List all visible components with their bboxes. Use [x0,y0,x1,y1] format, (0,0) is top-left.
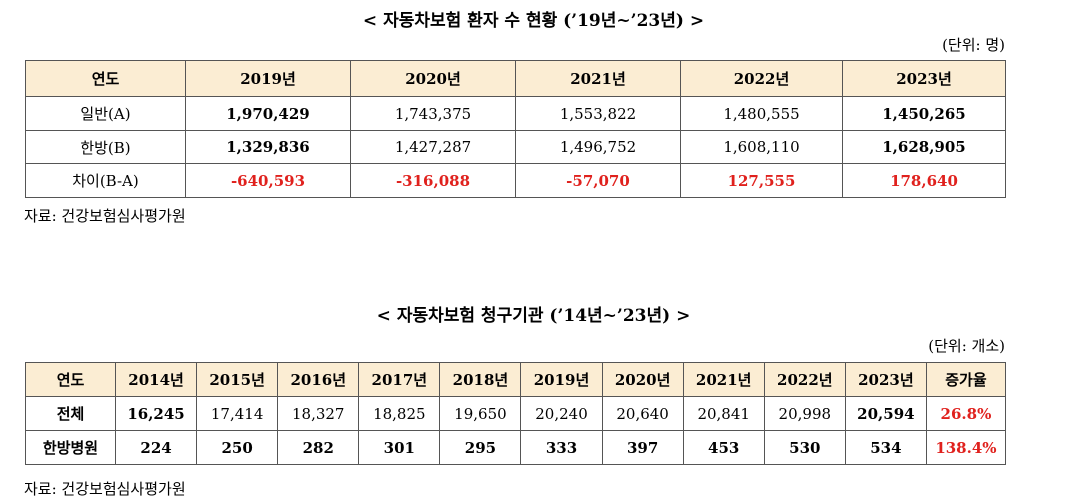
table-cell: 1,743,375 [350,96,516,131]
header-cell: 연도 [25,362,116,397]
table-cell: 224 [114,430,198,465]
table-title: < 자동차보험 환자 수 현황 (’19년~’23년) > [362,11,705,31]
table-cell: 282 [277,430,360,465]
table-cell: 127,555 [680,163,843,198]
table-row: 한방병원 224 250 282 301 295 333 397 453 530 534 138.4% [25,430,1006,465]
header-cell: 2019년 [520,362,603,397]
header-cell: 연도 [25,60,186,97]
table-cell: 26.8% [925,396,1006,431]
header-cell: 2020년 [601,362,684,397]
table-cell: 397 [601,430,684,465]
header-cell: 2016년 [277,362,360,397]
header-cell: 2019년 [185,60,351,97]
header-cell: 2021년 [682,362,765,397]
table-cell: 18,825 [358,396,441,431]
header-cell: 2017년 [358,362,441,397]
unit-label: (단위: 명) [942,36,1005,54]
table-cell: -316,088 [350,163,516,198]
row-label: 한방병원 [25,430,116,465]
table-cell: 1,970,429 [185,96,351,131]
table-row: 차이(B-A) -640,593 -316,088 -57,070 127,555 178… [25,163,1006,198]
table-cell: -640,593 [185,163,351,198]
table-cell: 20,240 [520,396,603,431]
table-row: 한방(B) 1,329,836 1,427,287 1,496,752 1,608,11… [25,130,1006,164]
table-cell: 1,608,110 [680,130,843,164]
header-cell: 2014년 [114,362,198,397]
table-cell: 18,327 [277,396,360,431]
table-cell: 1,480,555 [680,96,843,131]
header-cell: 2023년 [842,60,1006,97]
source-note: 자료: 건강보험심사평가원 [24,480,186,498]
table-cell: 178,640 [842,163,1006,198]
header-cell: 2022년 [680,60,843,97]
source-note: 자료: 건강보험심사평가원 [24,207,186,225]
table-row: 일반(A) 1,970,429 1,743,375 1,553,822 1,480,55… [25,96,1006,131]
table-cell: 1,553,822 [515,96,681,131]
table-cell: 1,329,836 [185,130,351,164]
table-cell: 1,496,752 [515,130,681,164]
header-cell: 2022년 [763,362,846,397]
table-cell: 1,628,905 [842,130,1006,164]
table-cell: 1,450,265 [842,96,1006,131]
row-label: 차이(B-A) [25,163,186,198]
row-label: 한방(B) [25,130,186,164]
header-cell: 2023년 [844,362,927,397]
header-row: 연도 2019년 2020년 2021년 2022년 2023년 [25,60,1006,97]
data-table: 연도 2019년 2020년 2021년 2022년 2023년 일반(A) 1,970,42… [25,60,1006,198]
table-cell: 19,650 [439,396,522,431]
header-cell: 2018년 [439,362,522,397]
table-cell: 1,427,287 [350,130,516,164]
header-cell: 2015년 [196,362,279,397]
table-cell: 453 [682,430,765,465]
table-cell: 530 [763,430,846,465]
row-label: 일반(A) [25,96,186,131]
table-cell: 301 [358,430,441,465]
table-cell: 16,245 [114,396,198,431]
unit-label: (단위: 개소) [928,337,1005,355]
data-table: 연도 2014년 2015년 2016년 2017년 2018년 2019년 2020년 202… [25,362,1006,465]
header-cell: 증가율 [925,362,1006,397]
table-cell: 295 [439,430,522,465]
header-row: 연도 2014년 2015년 2016년 2017년 2018년 2019년 2020년 202… [25,362,1006,397]
table-cell: 20,594 [844,396,927,431]
table-cell: 333 [520,430,603,465]
table-cell: 20,998 [763,396,846,431]
table-title: < 자동차보험 청구기관 (’14년~’23년) > [376,306,691,326]
table-cell: 20,841 [682,396,765,431]
table-cell: 250 [196,430,279,465]
table-cell: -57,070 [515,163,681,198]
table-cell: 138.4% [925,430,1006,465]
table-row: 전체 16,245 17,414 18,327 18,825 19,650 20,240 20… [25,396,1006,431]
header-cell: 2021년 [515,60,681,97]
table-cell: 20,640 [601,396,684,431]
table-cell: 534 [844,430,927,465]
table-cell: 17,414 [196,396,279,431]
row-label: 전체 [25,396,116,431]
header-cell: 2020년 [350,60,516,97]
